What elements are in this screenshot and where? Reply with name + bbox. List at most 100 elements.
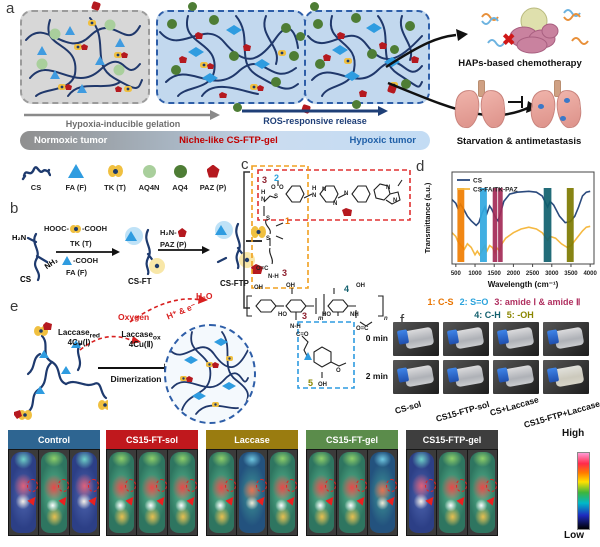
svg-text:O=C: O=C <box>356 326 369 332</box>
vial-col-label-2: CS15-FTP-sol <box>434 398 491 424</box>
svg-text:N-H: N-H <box>290 324 301 330</box>
tk-dots <box>180 356 233 407</box>
mouse-scan <box>137 450 167 535</box>
panel-f-letter: f <box>400 312 405 329</box>
dna-squiggles <box>481 9 589 47</box>
structure-connector <box>246 240 262 242</box>
legend-item-fa: FA (F) <box>58 160 94 192</box>
mouse-scan <box>337 450 367 535</box>
group-header: Control <box>8 430 100 449</box>
niche-gel-label: Niche-like CS-FTP-gel <box>179 135 278 146</box>
lungs-after <box>528 76 584 132</box>
mouse-scan <box>69 450 99 535</box>
tk-icon <box>96 160 134 182</box>
svg-text:O: O <box>271 185 276 191</box>
network-box-hypoxic <box>304 10 430 104</box>
gel-network-circle <box>164 324 256 424</box>
svg-text:OH: OH <box>254 285 263 291</box>
release-label: ROS-responsive release <box>263 116 367 126</box>
svg-text:500: 500 <box>451 271 462 277</box>
band-caption-2: 4: C-H 5: -OH <box>474 310 534 320</box>
released-aq4-dot <box>390 45 399 54</box>
vial-photo <box>443 322 489 356</box>
mouse-group-cs15-ft-sol: CS15-FT-sol <box>106 430 198 536</box>
tk-paz-tips <box>14 322 108 420</box>
reaction-arrow-1 <box>56 248 120 256</box>
group-header: Laccase <box>206 430 298 449</box>
svg-text:3500: 3500 <box>564 271 578 277</box>
paz-reagent: H₂N- <box>160 228 187 237</box>
svg-text:C=O: C=O <box>296 332 309 338</box>
panel-b-letter: b <box>10 200 19 217</box>
group-scans <box>206 449 298 536</box>
svg-text:CS-FA/TK-PAZ: CS-FA/TK-PAZ <box>473 187 518 194</box>
group-scans <box>8 449 100 536</box>
aq4-icon <box>164 160 196 182</box>
oxygen-label: Oxygen <box>118 312 150 322</box>
legend-item-paz: PAZ (P) <box>194 160 232 192</box>
svg-text:1500: 1500 <box>488 271 502 277</box>
group-scans <box>106 449 198 536</box>
panel-c-letter: c <box>241 156 249 173</box>
haps-illustration: ✖ <box>481 7 589 54</box>
reaction-arrow-2 <box>158 246 210 254</box>
metastasis-dot <box>564 98 570 103</box>
band-caption-1: 1: C-S 2: S=O 3: amide Ⅰ & amide Ⅱ <box>427 297 581 307</box>
metastasis-dot <box>538 104 544 109</box>
gel-network <box>169 331 249 415</box>
svg-text:OH: OH <box>356 283 365 289</box>
dimerization-label: Dimerization <box>110 374 162 384</box>
svg-text:N-H: N-H <box>268 274 279 280</box>
svg-text:4000: 4000 <box>583 271 597 277</box>
released-aq4-dot <box>233 103 242 112</box>
svg-text:N: N <box>312 193 316 199</box>
time-0min-label: 0 min <box>365 333 388 343</box>
vial-photo <box>393 360 439 394</box>
csftp-structure: H N S O O H N N N N N N 3 2 S S O=C N-H … <box>243 165 411 389</box>
fa-reagent: -COOH <box>62 256 98 265</box>
h2o-label: H₂O <box>196 291 213 301</box>
cu1-label: 4Cu(Ⅰ) <box>67 338 91 347</box>
vial-photo <box>543 360 589 394</box>
mouse-scan <box>167 450 197 535</box>
released-aq4-dot <box>188 2 197 11</box>
svg-text:n: n <box>384 316 388 322</box>
panel-e-letter: e <box>10 298 19 315</box>
mouse-scan <box>307 450 337 535</box>
svg-text:CS: CS <box>473 178 483 185</box>
csft-molecule <box>125 227 165 276</box>
svg-text:O: O <box>279 185 284 191</box>
gelation-label: Hypoxia-inducible gelation <box>65 119 181 129</box>
fa-triangle-icon <box>58 160 94 182</box>
group-header: CS15-FT-gel <box>306 430 398 449</box>
group-header: CS15-FTP-gel <box>406 430 498 449</box>
vial-photo <box>443 360 489 394</box>
metastasis-dot <box>560 116 566 121</box>
released-aq4-dot <box>352 100 361 109</box>
right-lung <box>555 88 583 130</box>
fa-triangle-icon <box>304 352 312 360</box>
tk-paz-pairs-2 <box>200 50 286 91</box>
mouse-scan <box>237 450 267 535</box>
polymer-network-2 <box>159 15 299 99</box>
vial-photo <box>393 322 439 356</box>
svg-text:2: 2 <box>274 173 279 183</box>
tk-icon <box>251 226 266 238</box>
released-aq4-dot <box>296 32 305 41</box>
vial-col-label-3: CS+Laccase <box>488 394 540 418</box>
svg-text:3: 3 <box>262 175 267 185</box>
redox-arrows <box>79 295 208 351</box>
vial-photo <box>493 360 539 394</box>
svg-text:CS: CS <box>20 275 32 284</box>
svg-text:O: O <box>336 368 341 374</box>
csftp-label: CS-FTP <box>220 279 249 288</box>
inhibition-icon <box>508 96 523 108</box>
starvation-label: Starvation & antimetastasis <box>456 136 582 147</box>
red-x-icon: ✖ <box>502 32 515 49</box>
fa-triangle-icon <box>62 256 72 265</box>
paz-icon <box>177 228 187 237</box>
svg-text:NH₂: NH₂ <box>43 255 60 271</box>
lungs-before <box>452 76 508 132</box>
released-aq4-dot <box>310 2 319 11</box>
svg-text:N: N <box>333 201 337 207</box>
